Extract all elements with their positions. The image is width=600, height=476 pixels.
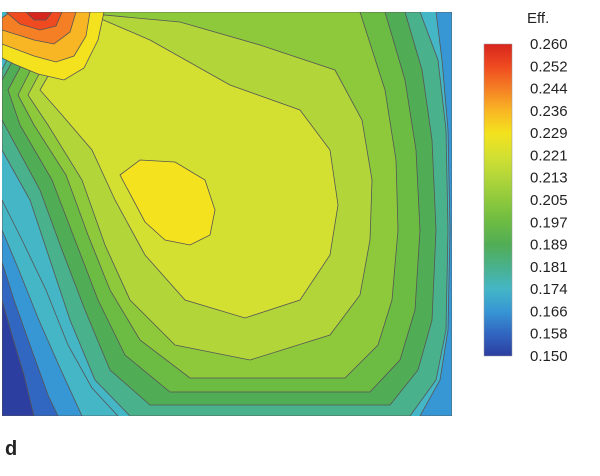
colorbar-tick-label: 0.197 xyxy=(530,214,568,231)
contour-band-0221 xyxy=(39,12,339,319)
colorbar-tick-label: 0.150 xyxy=(530,348,568,365)
colorbar-tick-label: 0.236 xyxy=(530,103,568,120)
contour-band-0150 xyxy=(2,299,35,416)
colorbar-tick-label: 0.181 xyxy=(530,259,568,276)
colorbar: Eff. 0.260 0.252 0.244 0.236 0.229 0.221 0.213… xyxy=(483,10,568,365)
colorbar-tick-label: 0.252 xyxy=(530,58,568,75)
colorbar-tick-label: 0.189 xyxy=(530,237,568,254)
colorbar-tick-label: 0.166 xyxy=(530,303,568,320)
colorbar-tick-label: 0.158 xyxy=(530,326,568,343)
colorbar-tick-label: 0.244 xyxy=(530,81,568,98)
colorbar-tick-label: 0.213 xyxy=(530,170,568,187)
contour-band-0260 xyxy=(25,12,53,21)
colorbar-tick-labels: 0.260 0.252 0.244 0.236 0.229 0.221 0.213 0.205… xyxy=(530,36,568,365)
contour-band-0229 xyxy=(119,159,216,246)
colorbar-tick-label: 0.205 xyxy=(530,192,568,209)
colorbar-title: Eff. xyxy=(527,10,549,27)
panel-label: d xyxy=(5,438,17,460)
contour-band-0174-right xyxy=(419,12,452,416)
colorbar-tick-label: 0.174 xyxy=(530,281,568,298)
colorbar-tick-label: 0.229 xyxy=(530,125,568,142)
contour-plot xyxy=(2,12,452,416)
colorbar-tick-label: 0.221 xyxy=(530,147,568,164)
colorbar-tick-label: 0.260 xyxy=(530,36,568,53)
colorbar-bar xyxy=(483,43,513,357)
